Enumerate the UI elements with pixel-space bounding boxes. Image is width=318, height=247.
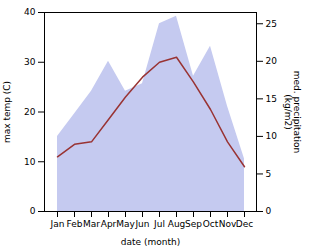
svg-text:max temp (C): max temp (C) [2,81,12,143]
svg-text:Aug: Aug [168,219,186,229]
svg-text:15: 15 [266,94,277,104]
svg-text:date (month): date (month) [121,237,180,247]
svg-text:Jul: Jul [153,219,165,229]
svg-text:40: 40 [24,7,36,17]
svg-text:Dec: Dec [236,219,253,229]
svg-text:5: 5 [266,169,272,179]
svg-text:Jun: Jun [134,219,149,229]
svg-text:25: 25 [266,19,277,29]
svg-text:20: 20 [24,107,36,117]
svg-text:30: 30 [24,57,36,67]
svg-text:Oct: Oct [203,219,219,229]
svg-text:10: 10 [266,131,278,141]
svg-text:Nov: Nov [219,219,237,229]
svg-text:0: 0 [30,206,36,216]
svg-text:Sep: Sep [185,219,202,229]
svg-text:Feb: Feb [67,219,83,229]
svg-text:Mar: Mar [83,219,100,229]
svg-text:med. precipitation(kg/m2): med. precipitation(kg/m2) [283,71,302,153]
svg-text:May: May [116,219,135,229]
svg-text:Apr: Apr [101,219,117,229]
svg-text:20: 20 [266,56,278,66]
svg-text:0: 0 [266,206,272,216]
svg-text:Jan: Jan [50,219,65,229]
svg-text:10: 10 [24,157,36,167]
